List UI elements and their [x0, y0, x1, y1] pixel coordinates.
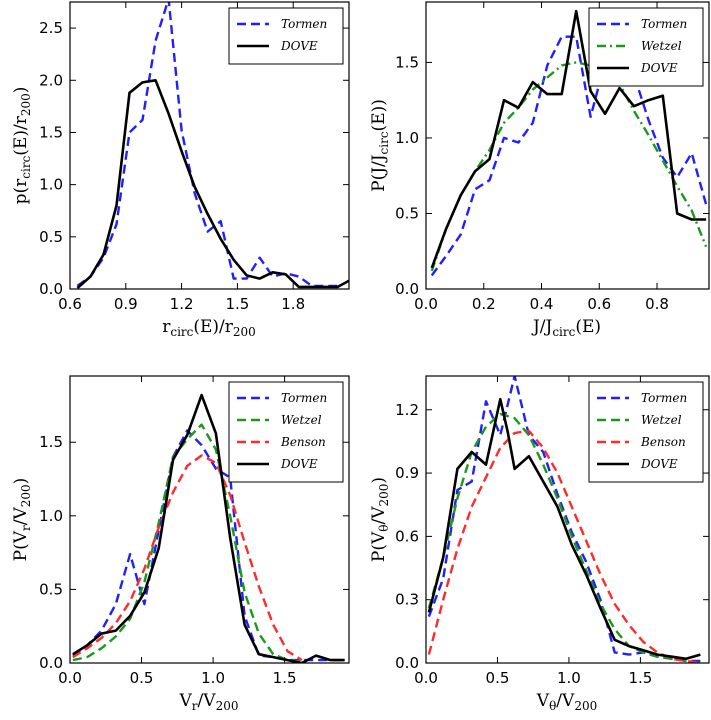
y-tick-label: 0.0 — [39, 280, 63, 298]
legend-label-benson: Benson — [640, 435, 686, 449]
legend-label-dove: DOVE — [640, 457, 678, 471]
y-tick-label: 1.0 — [39, 176, 63, 194]
chart-J: 0.0 0.2 0.4 0.6 0.8 0.0 0.5 1.0 1.5 J/Jcirc(E) P(J… — [369, 1, 710, 339]
legend-box — [588, 7, 704, 87]
plot-frame — [69, 1, 350, 290]
y-tick-label: 1.5 — [39, 123, 63, 141]
legend-label-dove: DOVE — [640, 61, 678, 75]
chart-rcirc: 0.6 0.9 1.2 1.5 1.8 0.0 0.5 1.0 1.5 2.0 2.5 rcirc(E… — [11, 1, 350, 339]
legend-label-wetzel: Wetzel — [641, 413, 682, 427]
x-tick-label: 0.6 — [58, 295, 82, 313]
y-tick-label: 0.5 — [39, 228, 63, 246]
series-line-benson — [427, 429, 701, 663]
y-tick-label: 0.0 — [39, 654, 63, 672]
series-line-wetzel — [430, 61, 708, 272]
plot-frame — [69, 375, 350, 664]
legend-label-benson: Benson — [280, 435, 326, 449]
y-tick-label: 0.6 — [395, 527, 419, 545]
chart-Vr: 0.0 0.5 1.0 1.5 0.0 0.5 1.0 1.5 Vr/V200 P(Vr/V200… — [11, 375, 350, 713]
x-tick-label: 1.5 — [628, 669, 652, 687]
legend: Tormen Wetzel Benson DOVE — [228, 381, 344, 483]
y-tick-label: 1.5 — [39, 433, 63, 451]
y-tick-label: 1.5 — [395, 53, 419, 71]
x-tick-label: 0.0 — [58, 669, 82, 687]
x-tick-label: 0.9 — [114, 295, 138, 313]
y-tick-label: 2.0 — [39, 71, 63, 89]
legend-label-wetzel: Wetzel — [281, 413, 322, 427]
series-line-wetzel — [72, 423, 302, 663]
legend: Tormen Wetzel Benson DOVE — [588, 381, 704, 483]
y-tick-label: 1.0 — [39, 507, 63, 525]
legend: Tormen Wetzel DOVE — [588, 7, 704, 87]
legend-label-dove: DOVE — [280, 457, 318, 471]
legend-box — [588, 381, 704, 483]
y-tick-label: 0.5 — [395, 204, 419, 222]
series-line-tormen — [72, 429, 345, 662]
x-tick-label: 0.0 — [414, 295, 438, 313]
legend-label-tormen: Tormen — [641, 391, 687, 405]
series-line-wetzel — [427, 412, 701, 663]
x-tick-label: 1.5 — [225, 295, 249, 313]
plot-frame — [425, 1, 710, 290]
x-tick-label: 1.8 — [281, 295, 305, 313]
series-line-dove — [76, 79, 349, 289]
series-line-dove — [427, 397, 701, 661]
chart-Vtheta: 0.0 0.5 1.0 1.5 0.0 0.3 0.6 0.9 1.2 Vθ/V200 P(Vθ/V… — [369, 375, 710, 713]
y-tick-label: 2.5 — [39, 19, 63, 37]
x-axis-label: Vr/V200 — [179, 691, 239, 713]
x-tick-label: 0.6 — [587, 295, 611, 313]
x-tick-label: 1.0 — [557, 669, 581, 687]
y-tick-label: 1.0 — [395, 129, 419, 147]
y-tick-label: 0.3 — [395, 591, 419, 609]
x-tick-label: 0.8 — [645, 295, 669, 313]
x-axis-label: rcirc(E)/r200 — [162, 317, 256, 339]
y-axis-label: P(Vθ/V200) — [369, 477, 391, 562]
y-axis-label: P(J/Jcirc(E)) — [369, 99, 391, 192]
y-axis-label: P(Vr/V200) — [11, 478, 33, 562]
series-line-benson — [72, 454, 303, 662]
series-line-dove — [430, 9, 707, 269]
y-tick-label: 0.0 — [395, 280, 419, 298]
y-tick-label: 0.0 — [395, 654, 419, 672]
x-tick-label: 0.0 — [414, 669, 438, 687]
x-tick-label: 1.2 — [170, 295, 194, 313]
legend-label-tormen: Tormen — [641, 17, 687, 31]
y-tick-label: 1.2 — [395, 401, 419, 419]
legend: Tormen DOVE — [228, 7, 344, 65]
y-tick-label: 0.9 — [395, 464, 419, 482]
series-line-tormen — [430, 35, 708, 277]
plot-frame — [425, 375, 710, 664]
legend-box — [228, 381, 344, 483]
y-tick-label: 0.5 — [39, 580, 63, 598]
legend-box — [228, 7, 344, 65]
x-tick-label: 0.2 — [472, 295, 496, 313]
x-axis-label: Vθ/V200 — [536, 691, 597, 713]
x-tick-label: 0.4 — [530, 295, 554, 313]
legend-label-tormen: Tormen — [281, 17, 327, 31]
series-line-tormen — [76, 2, 338, 288]
legend-label-dove: DOVE — [280, 39, 318, 53]
x-tick-label: 0.5 — [486, 669, 510, 687]
x-tick-label: 1.5 — [273, 669, 297, 687]
legend-label-tormen: Tormen — [281, 391, 327, 405]
x-tick-label: 1.0 — [201, 669, 225, 687]
x-tick-label: 0.5 — [130, 669, 154, 687]
y-axis-label: p(rcirc(E)/r200) — [11, 87, 33, 205]
legend-label-wetzel: Wetzel — [641, 39, 682, 53]
x-axis-label: J/Jcirc(E) — [531, 317, 601, 339]
